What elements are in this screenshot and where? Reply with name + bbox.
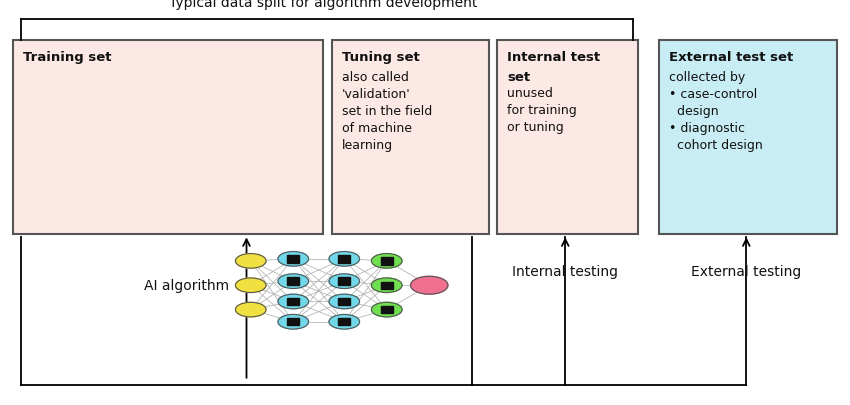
Circle shape xyxy=(278,274,309,289)
Text: External testing: External testing xyxy=(691,264,802,278)
Circle shape xyxy=(329,315,360,329)
Bar xyxy=(381,306,393,313)
FancyBboxPatch shape xyxy=(659,40,837,235)
Circle shape xyxy=(278,315,309,329)
Bar xyxy=(287,318,299,326)
Circle shape xyxy=(371,303,402,317)
Circle shape xyxy=(235,278,266,293)
Circle shape xyxy=(371,254,402,269)
Bar xyxy=(381,282,393,289)
Bar xyxy=(338,278,350,285)
Circle shape xyxy=(371,278,402,293)
Bar xyxy=(287,256,299,263)
FancyBboxPatch shape xyxy=(497,40,638,235)
Text: also called
'validation'
set in the field
of machine
learning: also called 'validation' set in the fiel… xyxy=(342,71,432,152)
Text: AI algorithm: AI algorithm xyxy=(144,279,230,292)
FancyBboxPatch shape xyxy=(332,40,489,235)
Bar xyxy=(338,256,350,263)
Text: set: set xyxy=(507,71,530,84)
FancyBboxPatch shape xyxy=(13,40,323,235)
Bar xyxy=(287,278,299,285)
Circle shape xyxy=(329,294,360,309)
Text: Training set: Training set xyxy=(23,51,111,64)
Circle shape xyxy=(278,252,309,266)
Text: Typical data split for algorithm development: Typical data split for algorithm develop… xyxy=(169,0,477,10)
Circle shape xyxy=(278,294,309,309)
Text: Tuning set: Tuning set xyxy=(342,51,419,64)
Circle shape xyxy=(329,252,360,266)
Circle shape xyxy=(329,274,360,289)
Circle shape xyxy=(235,254,266,269)
Circle shape xyxy=(411,277,448,294)
Text: Internal testing: Internal testing xyxy=(513,264,618,278)
Bar xyxy=(338,298,350,305)
Bar xyxy=(287,298,299,305)
Bar xyxy=(338,318,350,326)
Text: collected by
• case-control
  design
• diagnostic
  cohort design: collected by • case-control design • dia… xyxy=(669,71,762,152)
Text: unused
for training
or tuning: unused for training or tuning xyxy=(507,87,577,134)
Circle shape xyxy=(235,303,266,317)
Text: External test set: External test set xyxy=(669,51,793,64)
Text: Internal test: Internal test xyxy=(507,51,601,64)
Bar xyxy=(381,258,393,265)
